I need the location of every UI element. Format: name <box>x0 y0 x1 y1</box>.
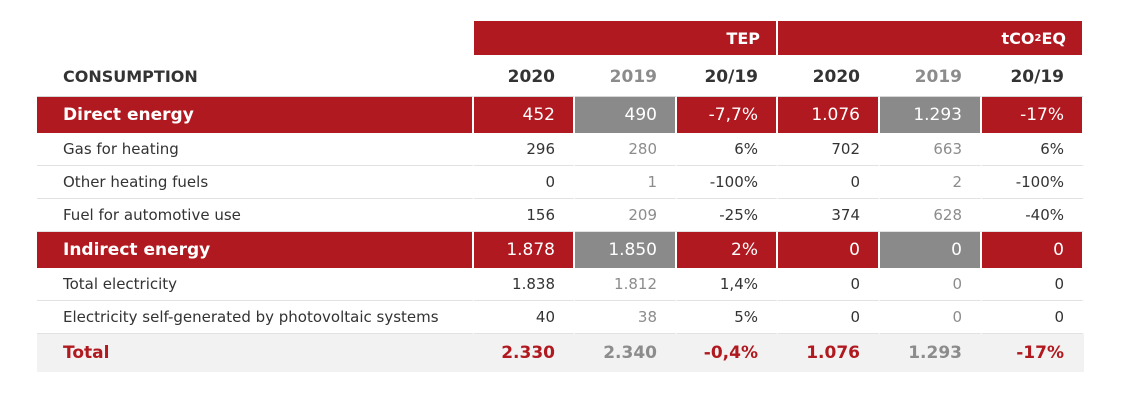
cell-tep-2020: 1.878 <box>474 232 575 268</box>
cell-tco2-ratio: 0 <box>982 268 1084 301</box>
cell-tco2-2020: 0 <box>778 232 880 268</box>
cell-tco2-2019: 0 <box>880 268 982 301</box>
cell-tep-2019: 209 <box>575 199 677 232</box>
cell-tep-2019: 1 <box>575 166 677 199</box>
cell-tco2-ratio: -40% <box>982 199 1084 232</box>
tco2-prefix: tCO <box>1001 28 1035 48</box>
row-label: Total electricity <box>37 268 474 301</box>
total-label: Total <box>37 334 474 372</box>
consumption-table: TEP tCO 2 EQ CONSUMPTION 2020 2019 20/19 2… <box>37 21 1092 372</box>
cell-tep-2020: 40 <box>474 301 575 334</box>
cell-tep-2020: 452 <box>474 97 575 133</box>
column-header-tco2-2020: 2020 <box>778 57 880 97</box>
column-header-tco2-ratio: 20/19 <box>982 57 1084 97</box>
tco2-suffix: EQ <box>1041 28 1066 48</box>
cell-tco2-ratio: 6% <box>982 133 1084 166</box>
cell-tco2-2020: 0 <box>778 301 880 334</box>
cell-tep-2020: 0 <box>474 166 575 199</box>
cell-tco2-2019: 1.293 <box>880 334 982 372</box>
cell-tco2-2019: 2 <box>880 166 982 199</box>
row-label: Gas for heating <box>37 133 474 166</box>
section-label: Direct energy <box>37 97 474 133</box>
cell-tco2-2019: 1.293 <box>880 97 982 133</box>
row-label: Fuel for automotive use <box>37 199 474 232</box>
cell-tco2-2020: 1.076 <box>778 97 880 133</box>
cell-tep-2019: 2.340 <box>575 334 677 372</box>
row-label: Electricity self-generated by photovolta… <box>37 301 474 334</box>
column-header-tco2-2019: 2019 <box>880 57 982 97</box>
consumption-grid: TEP tCO 2 EQ CONSUMPTION 2020 2019 20/19 2… <box>37 21 1092 372</box>
cell-tco2-ratio: -17% <box>982 334 1084 372</box>
cell-tco2-ratio: -100% <box>982 166 1084 199</box>
tco2-subscript: 2 <box>1034 32 1042 44</box>
cell-tco2-ratio: 0 <box>982 301 1084 334</box>
cell-tco2-2019: 0 <box>880 301 982 334</box>
cell-tco2-2019: 663 <box>880 133 982 166</box>
cell-tep-2019: 490 <box>575 97 677 133</box>
cell-tep-2019: 38 <box>575 301 677 334</box>
cell-tep-ratio: -100% <box>677 166 778 199</box>
cell-tco2-2020: 0 <box>778 268 880 301</box>
cell-tep-ratio: -7,7% <box>677 97 778 133</box>
row-label: Other heating fuels <box>37 166 474 199</box>
column-header-tep-2019: 2019 <box>575 57 677 97</box>
cell-tep-2020: 2.330 <box>474 334 575 372</box>
cell-tep-2020: 296 <box>474 133 575 166</box>
cell-tco2-ratio: 0 <box>982 232 1084 268</box>
group-header-blank <box>37 21 474 57</box>
cell-tco2-2020: 0 <box>778 166 880 199</box>
cell-tep-2019: 280 <box>575 133 677 166</box>
cell-tep-ratio: 6% <box>677 133 778 166</box>
cell-tep-2019: 1.850 <box>575 232 677 268</box>
cell-tep-ratio: 2% <box>677 232 778 268</box>
cell-tco2-2019: 0 <box>880 232 982 268</box>
cell-tep-ratio: -0,4% <box>677 334 778 372</box>
column-header-tep-ratio: 20/19 <box>677 57 778 97</box>
cell-tep-ratio: 5% <box>677 301 778 334</box>
cell-tep-ratio: 1,4% <box>677 268 778 301</box>
column-header-tep-2020: 2020 <box>474 57 575 97</box>
column-header-consumption: CONSUMPTION <box>37 57 474 97</box>
cell-tep-2020: 156 <box>474 199 575 232</box>
cell-tco2-2020: 374 <box>778 199 880 232</box>
cell-tco2-2020: 702 <box>778 133 880 166</box>
cell-tep-ratio: -25% <box>677 199 778 232</box>
section-label: Indirect energy <box>37 232 474 268</box>
group-header-tep: TEP <box>474 21 778 57</box>
group-header-tco2eq: tCO 2 EQ <box>778 21 1084 57</box>
cell-tep-2019: 1.812 <box>575 268 677 301</box>
cell-tco2-ratio: -17% <box>982 97 1084 133</box>
cell-tep-2020: 1.838 <box>474 268 575 301</box>
cell-tco2-2019: 628 <box>880 199 982 232</box>
cell-tco2-2020: 1.076 <box>778 334 880 372</box>
